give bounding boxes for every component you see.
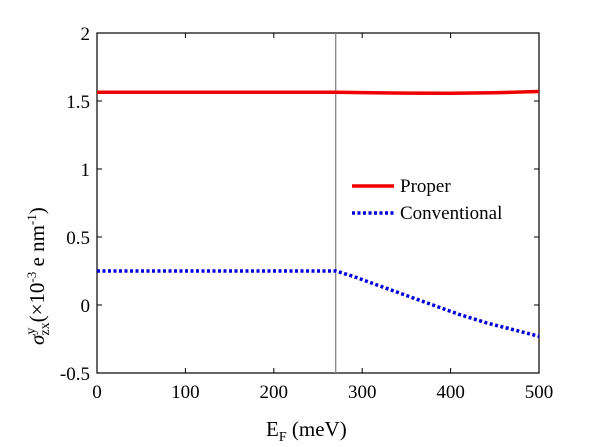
- x-tick-label: 400: [436, 382, 465, 403]
- series-line-1: [97, 89, 540, 95]
- y-label-symbol: σ: [25, 333, 49, 345]
- y-label-unit-close: ): [25, 207, 49, 214]
- x-axis-label: EF (meV): [266, 417, 347, 445]
- y-axis-ticks: -0.5 0 0.5 1 1.5 2: [60, 24, 539, 385]
- x-tick-label: 500: [525, 382, 554, 403]
- y-tick-label: -0.5: [60, 364, 90, 385]
- y-tick-label: 2: [81, 24, 91, 45]
- y-tick-label: 0: [81, 296, 91, 317]
- y-tick-label: 1.5: [66, 92, 90, 113]
- x-tick-label: 0: [92, 382, 102, 403]
- y-label-exp: -3: [24, 272, 39, 283]
- x-label-main: E: [266, 417, 279, 441]
- y-tick-label: 1: [81, 160, 91, 181]
- x-tick-label: 300: [348, 382, 377, 403]
- y-axis-label: σyzx(×10-3 e nm-1): [24, 207, 53, 345]
- x-tick-label: 100: [171, 382, 200, 403]
- y-label-sup: y: [24, 328, 39, 335]
- x-tick-label: 200: [260, 382, 289, 403]
- y-label-unit-mid: e nm: [25, 225, 49, 272]
- x-axis-ticks: 0 100 200 300 400 500: [92, 33, 553, 403]
- legend: Proper Conventional: [352, 176, 502, 224]
- y-label-unit-open: (×10: [25, 283, 49, 323]
- y-tick-label: 0.5: [66, 228, 90, 249]
- legend-label-1: Proper: [400, 176, 451, 197]
- y-label-exp2: -1: [24, 214, 39, 225]
- series-group: [97, 89, 540, 338]
- y-label-sub: zx: [38, 322, 53, 335]
- x-label-sub: F: [279, 430, 287, 445]
- x-label-unit: (meV): [287, 417, 347, 441]
- legend-label-2: Conventional: [400, 203, 502, 224]
